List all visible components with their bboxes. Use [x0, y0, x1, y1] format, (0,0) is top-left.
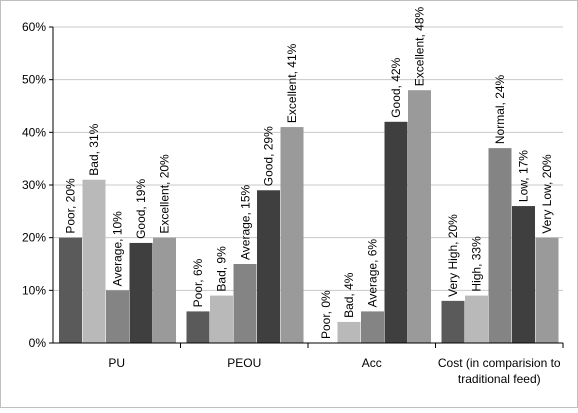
bars: [59, 90, 559, 343]
data-label: Average, 15%: [238, 185, 252, 260]
bar: [408, 90, 431, 343]
bar: [280, 127, 304, 343]
data-label: Average, 10%: [111, 211, 125, 286]
bar: [512, 206, 535, 343]
data-label: Excellent, 20%: [158, 154, 172, 234]
bar: [257, 190, 280, 343]
x-category-label: PEOU: [227, 356, 261, 370]
bar: [82, 179, 106, 343]
y-axis-ticks: 0% 10% 20% 30% 40% 50% 60%: [22, 20, 53, 350]
data-label: Normal, 24%: [493, 74, 507, 144]
bar: [153, 237, 176, 343]
bar: [59, 237, 82, 343]
y-tick-label: 40%: [22, 125, 46, 139]
data-label: Bad, 9%: [215, 246, 229, 292]
y-tick-label: 60%: [22, 20, 46, 34]
x-category-label: Acc: [362, 356, 382, 370]
x-axis-categories: PU PEOU Acc Cost (in comparision to traditio…: [108, 343, 564, 386]
data-label: Very High, 20%: [446, 214, 460, 297]
y-tick-label: 30%: [22, 178, 46, 192]
bar: [210, 295, 233, 343]
x-category-label: PU: [108, 356, 125, 370]
data-label: Good, 19%: [134, 179, 148, 239]
bar: [337, 321, 361, 343]
bar: [488, 148, 512, 343]
bar: [535, 237, 559, 343]
bar: [106, 290, 129, 343]
data-label: Low, 17%: [517, 150, 531, 202]
bar: [384, 121, 408, 343]
y-tick-label: 20%: [22, 231, 46, 245]
y-tick-label: 0%: [29, 336, 47, 350]
data-label: Excellent, 48%: [413, 6, 427, 86]
y-tick-label: 50%: [22, 73, 46, 87]
x-category-label-line: Cost (in comparision to: [438, 356, 561, 370]
data-label: Poor, 0%: [319, 290, 333, 339]
bar: [361, 311, 384, 343]
bar: [233, 264, 257, 343]
data-label: Excellent, 41%: [285, 43, 299, 123]
bar: [465, 295, 488, 343]
data-label: High, 33%: [470, 236, 484, 292]
data-label: Good, 29%: [262, 126, 276, 186]
bar: [441, 300, 465, 343]
data-label: Bad, 4%: [342, 272, 356, 318]
data-label: Good, 42%: [389, 57, 403, 117]
data-labels: Poor, 20% Bad, 31% Average, 10% Good, 19% Ex…: [64, 6, 555, 339]
x-category-label-line: PEOU: [227, 356, 261, 370]
data-label: Poor, 20%: [64, 178, 78, 234]
data-label: Average, 6%: [366, 239, 380, 308]
bar: [129, 242, 153, 343]
x-category-label-line: PU: [108, 356, 125, 370]
x-category-label-line: Acc: [362, 356, 382, 370]
data-label: Poor, 6%: [191, 258, 205, 307]
bar: [186, 311, 210, 343]
data-label: Very Low, 20%: [540, 154, 554, 234]
x-category-label: Cost (in comparision to traditional feed): [438, 356, 561, 386]
x-category-label-line: traditional feed): [458, 372, 541, 386]
y-tick-label: 10%: [22, 283, 46, 297]
data-label: Bad, 31%: [87, 123, 101, 175]
